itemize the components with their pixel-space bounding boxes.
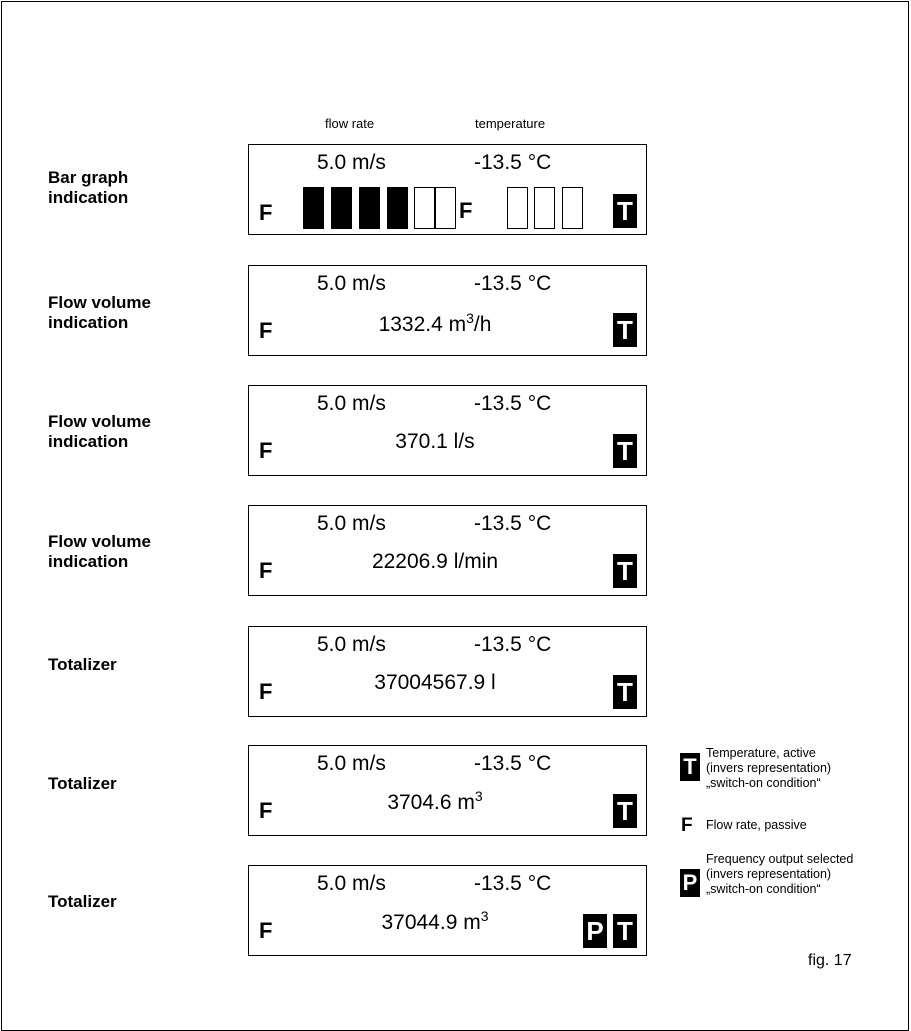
flow-volume-value: 22206.9 l/min (371, 550, 499, 573)
lcd-display-totalizer-l: 5.0 m/s -13.5 °C F 37004567.9 l T (248, 626, 647, 717)
temperature-readout: -13.5 °C (474, 392, 552, 415)
flow-indicator-f: F (259, 679, 273, 704)
flow-bar-segment (303, 187, 324, 229)
panel-label: Flow volume indication (48, 293, 151, 333)
flow-bar-segment (414, 187, 435, 229)
flow-speed-readout: 5.0 m/s (317, 392, 386, 415)
panel-label: Flow volume indication (48, 532, 151, 572)
flow-speed-readout: 5.0 m/s (317, 872, 386, 895)
flow-bar-segment (359, 187, 380, 229)
panel-label-line: Totalizer (48, 892, 117, 911)
temperature-active-icon: T (613, 194, 637, 228)
temperature-active-icon: T (613, 554, 637, 588)
temperature-readout: -13.5 °C (474, 512, 552, 535)
flow-indicator-f: F (259, 200, 273, 225)
flow-indicator-f: F (259, 798, 273, 823)
frequency-output-icon: P (583, 914, 607, 948)
flow-indicator-f-secondary: F (459, 198, 473, 223)
temperature-active-icon: T (613, 675, 637, 709)
flow-volume-value: 370.1 l/s (395, 430, 475, 453)
flow-speed-readout: 5.0 m/s (317, 512, 386, 535)
lcd-display-totalizer-frequency: 5.0 m/s -13.5 °C F 37044.9 m3 P T (248, 865, 647, 956)
heading-temperature: temperature (475, 116, 546, 131)
lcd-display-flow-volume-m3h: 5.0 m/s -13.5 °C F 1332.4 m3/h T (248, 265, 647, 356)
panel-label-line: indication (48, 552, 129, 571)
figure-caption: fig. 17 (808, 952, 852, 969)
panel-label: Totalizer (48, 655, 117, 675)
flow-bar-segment (387, 187, 408, 229)
flow-speed-readout: 5.0 m/s (317, 752, 386, 775)
heading-flow-rate: flow rate (325, 116, 375, 131)
temperature-bar-segment (562, 187, 583, 229)
legend-flow-text: Flow rate, passive (706, 818, 807, 832)
flow-indicator-f: F (259, 918, 273, 943)
temperature-bar-segment (507, 187, 528, 229)
flow-speed-readout: 5.0 m/s (317, 272, 386, 295)
panel-label: Totalizer (48, 774, 117, 794)
panel-label-line: Flow volume (48, 412, 151, 431)
totalizer-value: 37044.9 m3 (381, 908, 489, 934)
flow-indicator-f: F (259, 558, 273, 583)
temperature-readout: -13.5 °C (474, 752, 552, 775)
legend-temperature-text: Temperature, active (invers representati… (706, 746, 832, 790)
flow-indicator-f: F (259, 438, 273, 463)
flow-speed-readout: 5.0 m/s (317, 633, 386, 656)
panel-label-line: Flow volume (48, 532, 151, 551)
panel-label: Flow volume indication (48, 412, 151, 452)
flow-bar-segment (331, 187, 352, 229)
flow-volume-value: 1332.4 m3/h (378, 310, 492, 336)
panel-label-line: indication (48, 188, 129, 207)
panel-label: Bar graph indication (48, 168, 128, 208)
legend-temperature-icon: T (680, 753, 700, 781)
panel-label-line: Flow volume (48, 293, 151, 312)
totalizer-value: 37004567.9 l (374, 671, 496, 694)
temperature-readout: -13.5 °C (474, 633, 552, 656)
panel-label-line: indication (48, 313, 129, 332)
flow-indicator-f: F (259, 318, 273, 343)
legend-frequency-icon: P (680, 869, 700, 897)
panel-label-line: Totalizer (48, 774, 117, 793)
lcd-display-bar-graph: 5.0 m/s -13.5 °C F F T (248, 144, 647, 235)
panel-label: Totalizer (48, 892, 117, 912)
panel-label-line: Bar graph (48, 168, 129, 187)
temperature-active-icon: T (613, 914, 637, 948)
temperature-readout: -13.5 °C (474, 872, 552, 895)
panel-label-line: indication (48, 432, 129, 451)
temperature-readout: -13.5 °C (474, 272, 552, 295)
lcd-display-flow-volume-lmin: 5.0 m/s -13.5 °C F 22206.9 l/min T (248, 505, 647, 596)
legend-frequency-text: Frequency output selected (invers repres… (706, 852, 854, 896)
lcd-display-totalizer-m3: 5.0 m/s -13.5 °C F 3704.6 m3 T (248, 745, 647, 836)
temperature-active-icon: T (613, 434, 637, 468)
temperature-active-icon: T (613, 313, 637, 347)
temperature-active-icon: T (613, 794, 637, 828)
flow-bar-segment (435, 187, 456, 229)
totalizer-value: 3704.6 m3 (387, 788, 483, 814)
flow-speed-readout: 5.0 m/s (317, 151, 386, 174)
panel-label-line: Totalizer (48, 655, 117, 674)
temperature-readout: -13.5 °C (474, 151, 552, 174)
legend-flow-icon: F (681, 815, 693, 836)
lcd-display-flow-volume-ls: 5.0 m/s -13.5 °C F 370.1 l/s T (248, 385, 647, 476)
temperature-bar-segment (534, 187, 555, 229)
